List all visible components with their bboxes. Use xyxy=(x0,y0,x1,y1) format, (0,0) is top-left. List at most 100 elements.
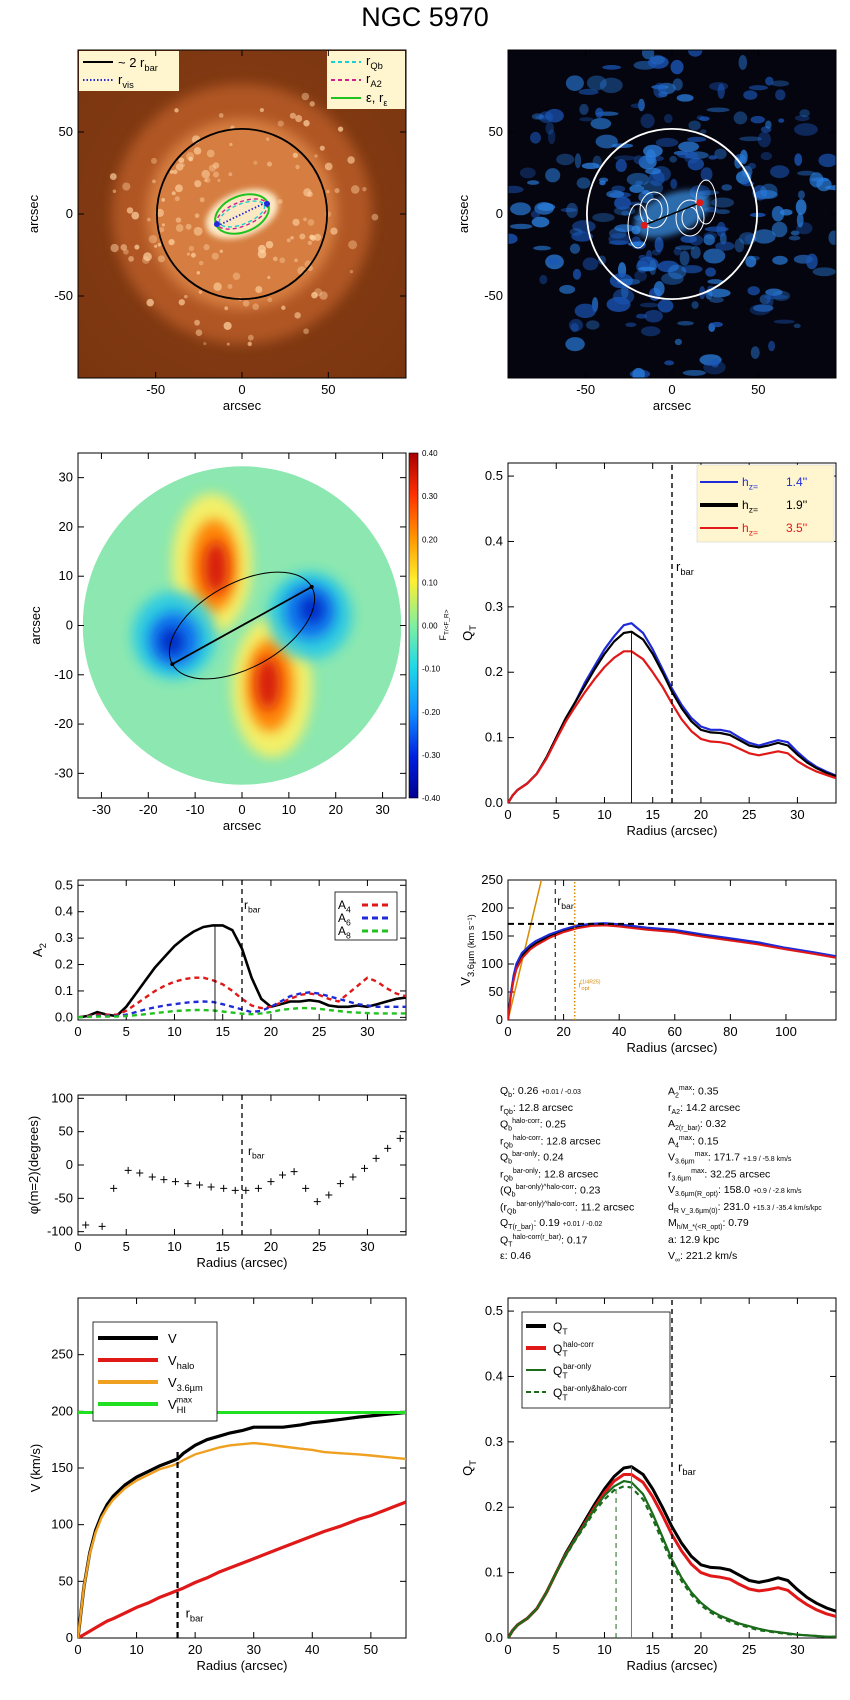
star-knot xyxy=(311,291,318,299)
star-knot xyxy=(175,224,184,232)
x-tick-label: -10 xyxy=(186,802,205,817)
y-tick-label: 150 xyxy=(481,928,503,943)
arm-patch xyxy=(640,326,661,337)
rbar-annotation: rbar xyxy=(678,1459,696,1477)
rvis-end xyxy=(264,200,271,207)
stat-value: : 0.23 xyxy=(574,1184,601,1197)
arm-patch xyxy=(606,190,625,199)
arm-patch xyxy=(626,172,650,187)
x-tick-label: 0 xyxy=(504,1642,511,1657)
stat-value: : 0.32 xyxy=(699,1118,727,1130)
star-knot xyxy=(294,258,298,263)
star-knot xyxy=(224,306,229,311)
star-knot xyxy=(184,294,188,299)
arm-patch xyxy=(509,223,533,230)
star-knot xyxy=(371,213,379,221)
stat-row: r3.6µmmax: 32.25 arcsec xyxy=(668,1168,770,1183)
star-knot xyxy=(196,271,201,275)
colorbar-tick-label: -0.30 xyxy=(422,751,441,760)
arm-patch xyxy=(714,148,727,160)
x-tick-label: 30 xyxy=(790,1642,804,1657)
arm-patch xyxy=(705,267,716,277)
arm-patch xyxy=(638,98,645,112)
stat-error: +0.01 / -0.03 xyxy=(541,1089,581,1096)
stat-value: : 12.8 arcsec xyxy=(512,1101,573,1114)
star-knot xyxy=(289,112,296,119)
arm-patch xyxy=(644,309,663,323)
stat-sub: R V_3.6µm(0) xyxy=(673,1207,718,1215)
star-knot xyxy=(295,164,300,170)
x-tick-label: 5 xyxy=(553,807,560,822)
x-tick-label: 50 xyxy=(321,382,335,397)
arm-patch xyxy=(708,155,718,160)
x-tick-label: 10 xyxy=(597,1642,611,1657)
star-knot xyxy=(161,198,166,202)
arm-patch xyxy=(510,202,531,216)
stat-row: QThalo-corr(r_bar): 0.17 xyxy=(500,1234,587,1249)
arm-patch xyxy=(760,152,773,161)
stat-sub: T(r_bar) xyxy=(508,1224,534,1232)
force-lobe xyxy=(300,595,324,624)
star-knot xyxy=(175,184,183,193)
x-tick-label: 20 xyxy=(556,1024,570,1039)
x-tick-label: 30 xyxy=(375,802,389,817)
arm-patch xyxy=(711,358,720,368)
stat-sup: max xyxy=(678,1085,693,1092)
arm-patch xyxy=(749,304,771,316)
arm-patch xyxy=(818,153,836,168)
stat-row: V3.6µm(R_opt): 158.0 +0.9 / -2.8 km/s xyxy=(668,1184,802,1198)
star-knot xyxy=(314,233,322,241)
phase-point xyxy=(231,1186,239,1194)
stat-value: : 12.8 arcsec xyxy=(540,1135,601,1147)
stat-sup: max xyxy=(694,1151,708,1158)
star-knot xyxy=(147,217,151,222)
legend-value: 1.9'' xyxy=(786,498,807,512)
star-knot xyxy=(123,248,129,255)
arm-patch xyxy=(657,299,674,313)
phase-point xyxy=(313,1198,321,1206)
star-knot xyxy=(303,120,310,127)
y-tick-label: 0 xyxy=(66,1157,73,1172)
y-tick-label: 0 xyxy=(66,618,73,633)
phase-point xyxy=(254,1184,262,1192)
star-knot xyxy=(292,152,299,158)
x-tick-label: 30 xyxy=(246,1642,260,1657)
residual-image xyxy=(508,50,836,378)
stat-name: (Q xyxy=(500,1184,512,1197)
y-tick-label: 50 xyxy=(59,124,73,139)
stat-row: (rQbbar-only)^halo-corr: 11.2 arcsec xyxy=(500,1201,634,1216)
star-knot xyxy=(157,255,165,263)
star-knot xyxy=(309,234,315,240)
arm-patch xyxy=(706,107,730,113)
stat-sub: 3.6µm(R_opt) xyxy=(675,1191,718,1199)
phase-angle-axes: 0 5 10 15 20 25 30 -100 -50 0 50 100 Radius (arcsec)… xyxy=(26,1090,407,1270)
star-knot xyxy=(303,217,307,222)
stat-row: QT(r_bar): 0.19 +0.01 / -0.02 xyxy=(500,1217,602,1231)
x-axis-label: arcsec xyxy=(223,398,262,413)
star-knot xyxy=(190,252,196,258)
y-tick-label: 0.0 xyxy=(485,795,503,810)
y-tick-label: -50 xyxy=(54,288,73,303)
phase-point xyxy=(124,1166,132,1174)
arm-patch xyxy=(508,233,518,244)
stat-row: rQbbar-only: 12.8 arcsec xyxy=(500,1168,598,1183)
stat-name: A xyxy=(668,1135,676,1147)
legend-label: ε, rε xyxy=(366,90,388,108)
star-knot xyxy=(151,157,157,164)
arm-patch xyxy=(645,250,653,262)
star-knot xyxy=(281,305,286,310)
stat-sup: halo-corr(r_bar) xyxy=(512,1233,562,1241)
y-tick-label: 250 xyxy=(51,1347,73,1362)
phase-point xyxy=(325,1191,333,1199)
stat-error: +0.9 / -2.8 km/s xyxy=(753,1188,802,1195)
star-knot xyxy=(232,272,241,280)
star-knot xyxy=(204,177,211,183)
rvis-line xyxy=(216,201,268,227)
x-tick-label: 20 xyxy=(694,1642,708,1657)
x-tick-label: 30 xyxy=(790,807,804,822)
arm-patch xyxy=(630,103,645,109)
arm-patch xyxy=(709,296,724,303)
arm-patch xyxy=(667,264,687,280)
y-tick-label: 0 xyxy=(496,206,503,221)
amp-series-3 xyxy=(78,1006,406,1019)
